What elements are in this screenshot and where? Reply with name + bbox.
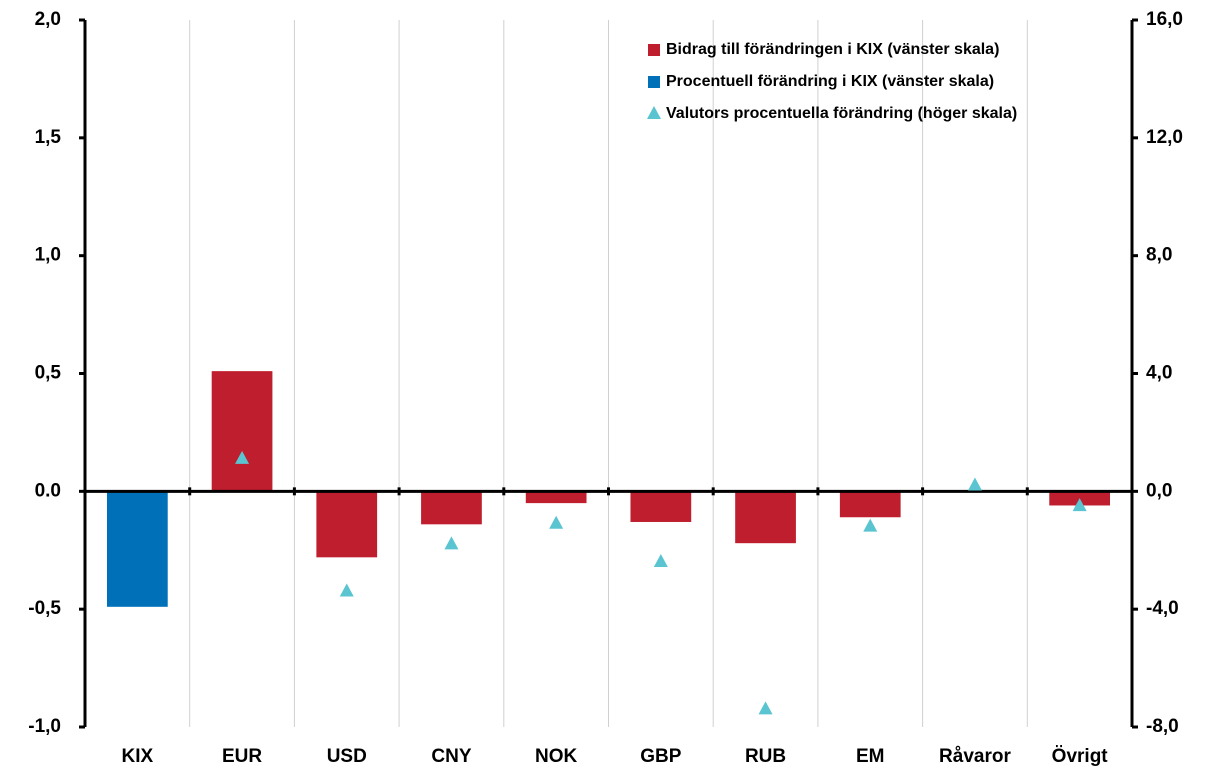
bar: [735, 491, 796, 544]
marker: [758, 701, 773, 715]
marker: [653, 554, 668, 568]
marker: [863, 518, 878, 532]
y-tick-label: -1,0: [28, 716, 61, 737]
bar: [421, 491, 482, 525]
y-tick-label: 2,0: [35, 9, 61, 30]
y2-tick-label: -4,0: [1146, 598, 1179, 619]
x-tick-label: EM: [856, 746, 885, 767]
y2-tick-label: 12,0: [1146, 127, 1183, 148]
y-tick-label: 0.0: [35, 480, 61, 501]
y-tick-label: 1,5: [35, 127, 62, 148]
x-tick-label: Övrigt: [1052, 746, 1109, 767]
x-tick-label: NOK: [535, 746, 578, 767]
legend-swatch: [648, 76, 660, 88]
legend-label: Procentuell förändring i KIX (vänster sk…: [666, 73, 994, 90]
x-tick-label: RUB: [745, 746, 786, 767]
x-tick-label: EUR: [222, 746, 262, 767]
bar: [525, 491, 587, 504]
x-tick-label: Råvaror: [939, 746, 1011, 767]
y-tick-label: 0,5: [35, 363, 62, 384]
y2-tick-label: 8,0: [1146, 245, 1172, 266]
legend-swatch: [648, 44, 660, 56]
y2-tick-label: -8,0: [1146, 716, 1179, 737]
y-tick-label: -0,5: [28, 598, 61, 619]
x-tick-label: CNY: [431, 746, 471, 767]
y2-tick-label: 0,0: [1146, 480, 1172, 501]
bar: [630, 491, 692, 522]
y-tick-label: 1,0: [35, 245, 61, 266]
x-tick-label: KIX: [122, 746, 154, 767]
y2-tick-label: 4,0: [1146, 363, 1172, 384]
marker: [1072, 498, 1087, 512]
bar: [316, 491, 378, 558]
legend-label: Valutors procentuella förändring (höger …: [666, 105, 1017, 122]
marker: [235, 450, 250, 464]
x-tick-label: GBP: [640, 746, 682, 767]
x-tick-label: USD: [327, 746, 367, 767]
marker: [967, 477, 982, 491]
y2-tick-label: 16,0: [1146, 9, 1183, 30]
marker: [339, 583, 354, 597]
legend-label: Bidrag till förändringen i KIX (vänster …: [666, 41, 999, 58]
bar: [839, 491, 901, 518]
marker: [549, 515, 564, 529]
bar: [211, 371, 273, 492]
marker: [444, 536, 459, 550]
legend-marker: [647, 106, 661, 119]
bar: [106, 491, 168, 607]
